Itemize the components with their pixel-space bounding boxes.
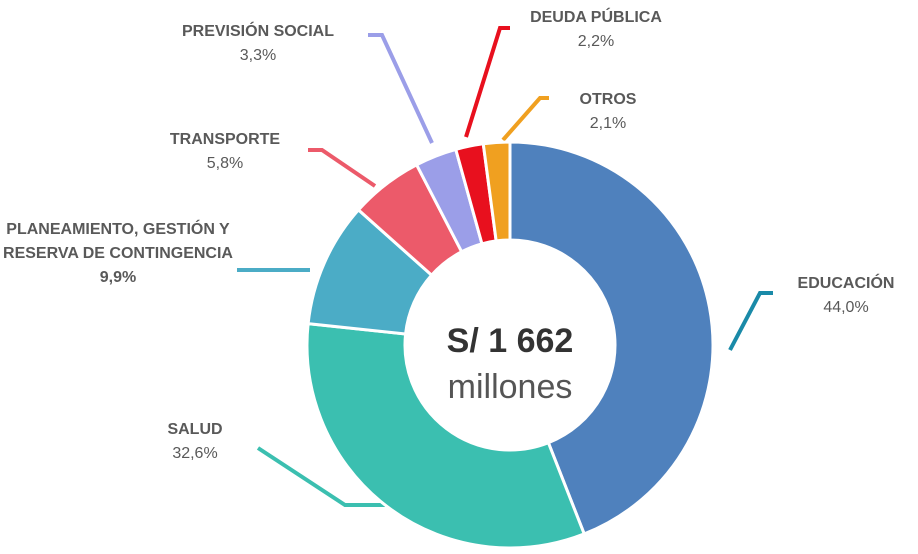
value-label: 2,2%	[577, 33, 615, 50]
category-label: PREVISIÓN SOCIAL	[181, 23, 335, 40]
category-label: EDUCACIÓN	[797, 275, 895, 292]
slice-label: DEUDA PÚBLICA 2,2%	[496, 6, 696, 54]
donut-slice	[508, 140, 715, 536]
leader-line	[464, 26, 510, 138]
category-label: DEUDA PÚBLICA	[530, 9, 662, 26]
category-label: TRANSPORTE	[169, 131, 281, 148]
slice-label: TRANSPORTE 5,8%	[145, 128, 305, 176]
value-label: 2,1%	[589, 115, 627, 132]
leader-line	[368, 33, 434, 144]
donut-slice	[481, 140, 512, 243]
value-label: 9,9%	[99, 269, 137, 286]
leader-lines	[237, 26, 773, 507]
slice-label: OTROS 2,1%	[558, 88, 658, 136]
slice-label: PREVISIÓN SOCIAL 3,3%	[148, 20, 368, 68]
center-amount: S/ 1 662	[447, 322, 574, 360]
slice-label: SALUD 32,6%	[135, 418, 255, 466]
value-label: 44,0%	[823, 299, 869, 316]
value-label: 3,3%	[239, 47, 277, 64]
value-label: 32,6%	[172, 445, 218, 462]
category-label: SALUD	[167, 421, 223, 438]
category-label: OTROS	[579, 91, 637, 108]
leader-line	[256, 446, 385, 507]
leader-line	[728, 291, 773, 351]
slice-label: EDUCACIÓN 44,0%	[766, 272, 918, 320]
donut-slice	[305, 322, 587, 550]
category-label: PLANEAMIENTO, GESTIÓN Y RESERVA DE CONTI…	[3, 221, 233, 262]
leader-line	[308, 148, 377, 188]
value-label: 5,8%	[206, 155, 244, 172]
center-unit: millones	[448, 368, 573, 406]
slices	[305, 140, 715, 550]
slice-label: PLANEAMIENTO, GESTIÓN Y RESERVA DE CONTI…	[3, 218, 233, 290]
leader-line	[501, 96, 549, 142]
